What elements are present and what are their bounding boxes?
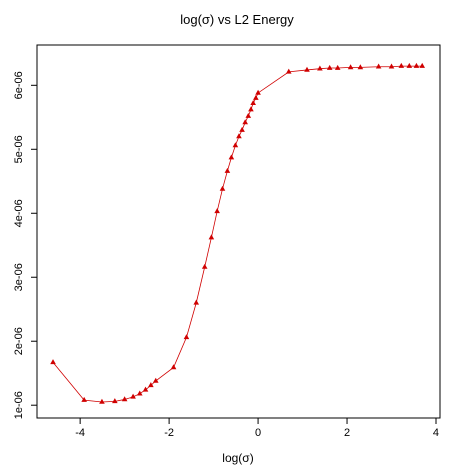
point-marker	[99, 398, 105, 404]
point-marker	[248, 106, 254, 112]
point-marker	[253, 94, 259, 100]
point-marker	[142, 386, 149, 392]
point-marker	[406, 62, 413, 68]
point-marker	[398, 62, 405, 68]
y-tick-label: 6e-06	[13, 71, 25, 99]
point-marker	[317, 65, 323, 71]
point-marker	[357, 64, 364, 70]
point-marker	[304, 66, 310, 72]
point-marker	[250, 100, 256, 106]
point-marker	[242, 119, 248, 125]
point-marker	[193, 299, 200, 305]
point-marker	[375, 63, 382, 69]
y-tick-label: 2e-06	[13, 327, 25, 355]
y-tick-label: 5e-06	[13, 135, 25, 163]
y-tick-label: 3e-06	[13, 263, 25, 291]
x-tick-label: 0	[255, 427, 261, 439]
x-tick-label: -2	[164, 427, 174, 439]
plot-frame	[36, 44, 441, 419]
point-marker	[130, 393, 136, 399]
point-marker	[245, 112, 252, 118]
point-marker	[285, 68, 292, 74]
y-tick-label: 1e-06	[13, 391, 25, 419]
point-marker	[148, 382, 154, 388]
point-marker	[183, 334, 190, 340]
point-marker	[170, 364, 177, 370]
point-marker	[232, 142, 239, 148]
x-tick-label: -4	[75, 427, 85, 439]
point-marker	[228, 154, 235, 160]
point-marker	[152, 377, 159, 383]
x-axis-label: log(σ)	[222, 451, 253, 465]
point-marker	[81, 396, 87, 402]
point-marker	[112, 398, 118, 404]
y-tick-label: 4e-06	[13, 199, 25, 227]
point-marker	[219, 185, 226, 191]
point-marker	[201, 263, 208, 269]
point-marker	[224, 167, 231, 173]
point-marker	[239, 126, 245, 132]
point-marker	[419, 62, 426, 68]
point-marker	[214, 208, 220, 214]
x-tick-label: 4	[433, 427, 439, 439]
series-line	[52, 65, 423, 403]
point-marker	[347, 64, 354, 70]
point-marker	[208, 234, 215, 240]
point-marker	[50, 359, 56, 365]
point-marker	[388, 63, 395, 69]
point-marker	[136, 390, 143, 396]
chart-title: log(σ) vs L2 Energy	[180, 12, 294, 27]
point-marker	[121, 396, 128, 402]
point-marker	[326, 64, 333, 70]
x-tick-label: 2	[344, 427, 350, 439]
point-marker	[413, 62, 420, 68]
point-marker	[236, 133, 242, 139]
point-marker	[334, 64, 341, 70]
point-marker	[255, 89, 261, 95]
